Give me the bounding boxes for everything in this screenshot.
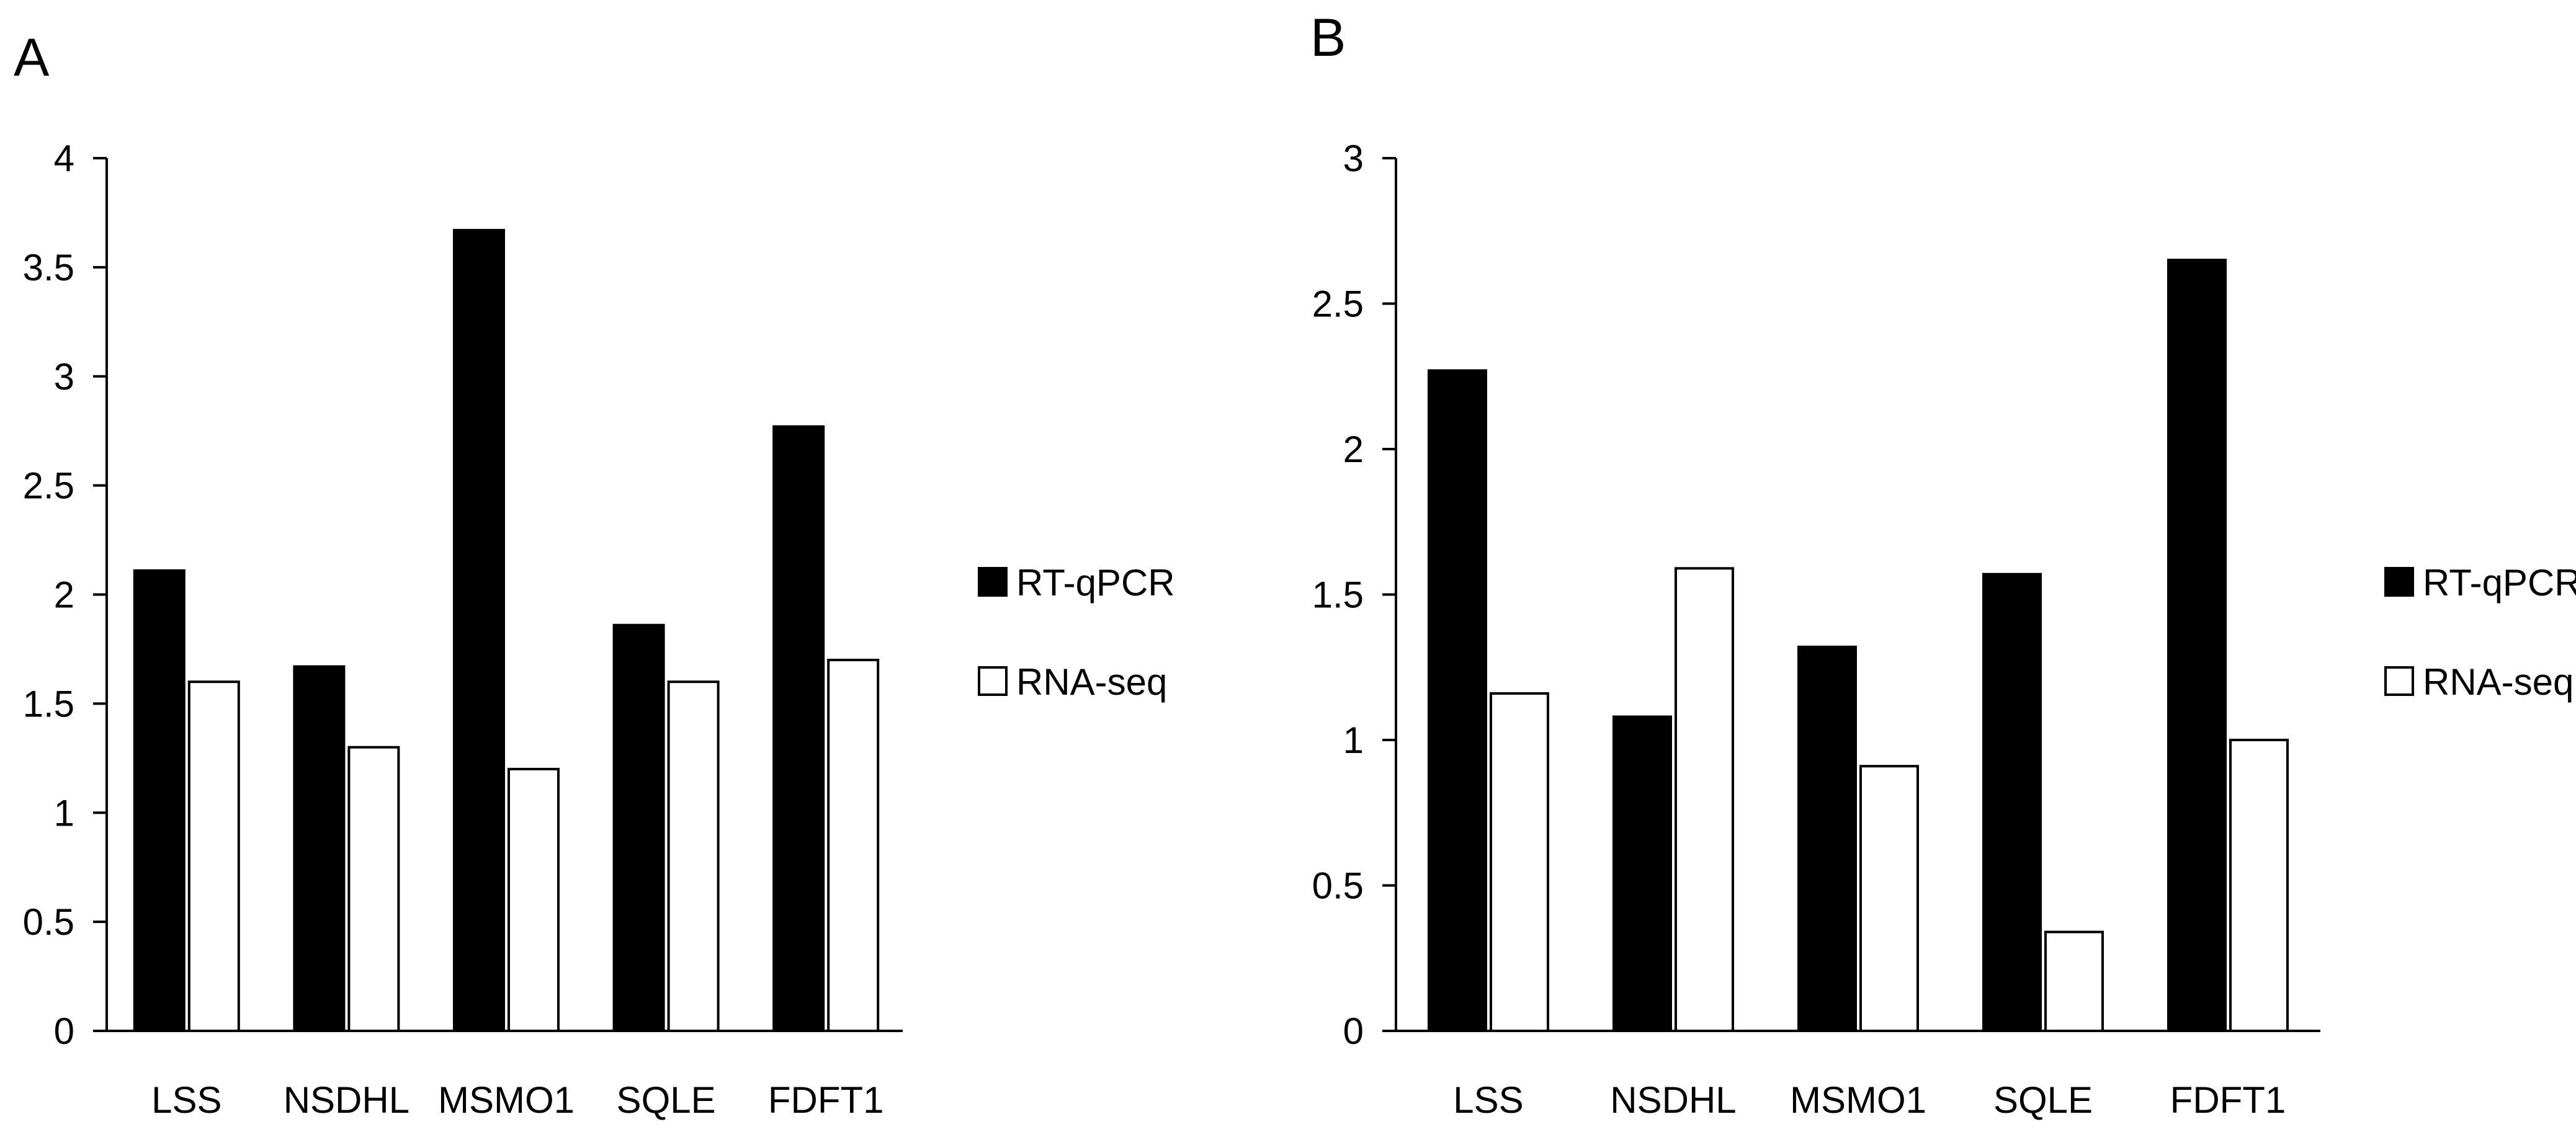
panel-a-bar-rna-seq-lss (187, 680, 240, 1032)
panel-b-label: B (1310, 8, 1346, 68)
panel-b-bar-rna-seq-msmo1 (1859, 765, 1919, 1032)
panel-a: A 0 0.5 1 1.5 2 2.5 3 3.5 4 LSS NSDHL MSMO1 SQLE FDF… (14, 28, 1175, 1121)
panel-b-category-label: FDFT1 (2170, 1079, 2286, 1121)
panel-b-bar-rt-qpcr-nsdhl (1612, 715, 1672, 1032)
panel-b-categories: LSS NSDHL MSMO1 SQLE FDFT1 (1453, 1079, 2286, 1121)
panel-a-label: A (14, 28, 50, 87)
panel-a-legend-swatch-rna-seq (978, 666, 1008, 696)
panel-b-legend-swatch-rt-qpcr (2384, 567, 2414, 597)
panel-a-y-tick-label: 1.5 (23, 683, 74, 724)
panel-b-bar-rna-seq-nsdhl (1675, 567, 1734, 1032)
panel-b-y-tick-label: 0.5 (1312, 865, 1364, 907)
panel-a-category-label: SQLE (617, 1079, 716, 1121)
panel-b-bar-rna-seq-sqle (2044, 930, 2104, 1033)
panel-b-legend-swatch-rna-seq (2384, 666, 2414, 696)
panel-a-y-tick-label: 0.5 (23, 901, 74, 943)
panel-b-y-tick-label: 0 (1343, 1010, 1364, 1052)
panel-b-y-ticks: 0 0.5 1 1.5 2 2.5 3 (1312, 138, 1396, 1052)
panel-a-legend-label-rt-qpcr: RT-qPCR (1016, 562, 1175, 604)
panel-b-category-label: NSDHL (1610, 1079, 1736, 1121)
panel-a-bar-rt-qpcr-sqle (612, 623, 665, 1032)
panel-a-legend-label-rna-seq: RNA-seq (1016, 661, 1167, 703)
panel-a-bar-rt-qpcr-lss (133, 569, 186, 1032)
panel-b-y-tick-label: 1.5 (1312, 574, 1364, 616)
panel-a-bar-rna-seq-sqle (667, 680, 720, 1032)
panel-a-category-label: FDFT1 (768, 1079, 884, 1121)
panel-a-bars (133, 229, 880, 1033)
panel-b-bars (1428, 259, 2289, 1033)
panel-a-bar-rna-seq-msmo1 (508, 767, 560, 1033)
panel-a-category-label: NSDHL (284, 1079, 409, 1121)
panel-a-y-tick-label: 3 (54, 356, 74, 398)
panel-b-legend-label-rna-seq: RNA-seq (2423, 661, 2574, 703)
panel-a-category-label: MSMO1 (438, 1079, 575, 1121)
panel-b-legend-label-rt-qpcr: RT-qPCR (2423, 562, 2576, 604)
panel-b-bar-rt-qpcr-fdft1 (2167, 259, 2227, 1032)
panel-b-bar-rt-qpcr-lss (1428, 369, 1487, 1032)
panel-a-category-label: LSS (151, 1079, 221, 1121)
panel-b-y-tick-label: 2 (1343, 429, 1364, 470)
panel-a-bar-rna-seq-nsdhl (347, 746, 400, 1032)
panel-a-y-tick-label: 3.5 (23, 247, 74, 288)
panel-b-bar-rna-seq-lss (1490, 692, 1549, 1032)
panel-b-y-tick-label: 3 (1343, 138, 1364, 179)
panel-b-category-label: MSMO1 (1790, 1079, 1926, 1121)
panel-a-y-tick-label: 2 (54, 574, 74, 616)
panel-a-y-tick-label: 4 (54, 138, 74, 179)
panel-a-bar-rt-qpcr-nsdhl (293, 665, 346, 1032)
panel-b-y-tick-label: 2.5 (1312, 283, 1364, 325)
panel-a-y-tick-label: 0 (54, 1010, 74, 1052)
panel-b-category-label: LSS (1453, 1079, 1523, 1121)
panel-a-y-ticks: 0 0.5 1 1.5 2 2.5 3 3.5 4 (23, 138, 107, 1052)
panel-b-category-label: SQLE (1993, 1079, 2093, 1121)
panel-b-y-tick-label: 1 (1343, 720, 1364, 761)
panel-a-y-tick-label: 2.5 (23, 465, 74, 507)
panel-a-bar-rt-qpcr-fdft1 (772, 425, 825, 1032)
panel-a-legend-swatch-rt-qpcr (978, 567, 1008, 597)
panel-a-categories: LSS NSDHL MSMO1 SQLE FDFT1 (151, 1079, 883, 1121)
panel-b-legend: RT-qPCR RNA-seq (2384, 562, 2576, 703)
panel-b-bar-rt-qpcr-sqle (1982, 573, 2042, 1032)
panel-b-bar-rt-qpcr-msmo1 (1797, 645, 1857, 1033)
panel-a-y-tick-label: 1 (54, 792, 74, 834)
panel-b: B 0 0.5 1 1.5 2 2.5 3 LSS NSDHL MSMO1 SQLE FDFT1 R… (1310, 8, 2576, 1121)
panel-a-legend: RT-qPCR RNA-seq (978, 562, 1175, 703)
panel-a-bar-rt-qpcr-msmo1 (453, 229, 505, 1032)
panel-a-bar-rna-seq-fdft1 (827, 659, 880, 1032)
panel-b-bar-rna-seq-fdft1 (2229, 739, 2289, 1032)
